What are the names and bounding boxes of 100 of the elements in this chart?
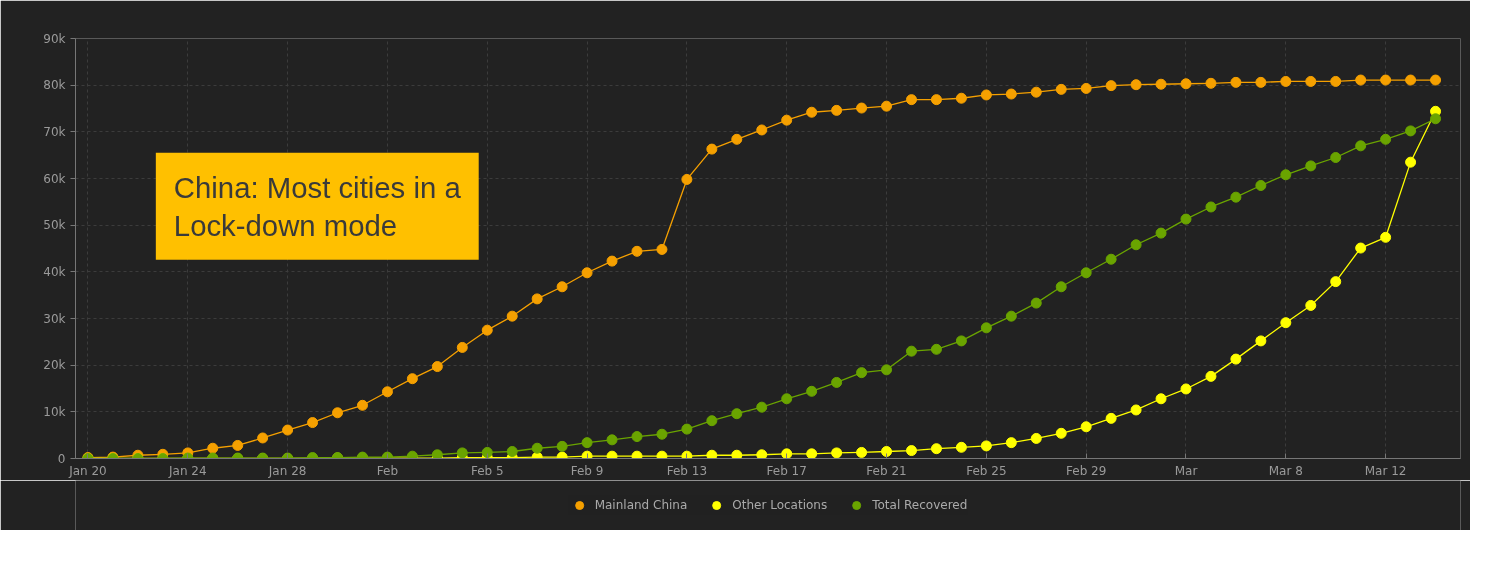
point (1155, 227, 1167, 239)
x-tick-label: Feb 17 (766, 463, 807, 478)
point (681, 450, 693, 459)
point (1030, 432, 1042, 444)
point (207, 442, 219, 454)
point (980, 89, 992, 101)
point (1305, 299, 1317, 311)
point (481, 324, 493, 336)
point (1205, 77, 1217, 89)
x-tick-label: Mar 12 (1364, 463, 1407, 478)
annotation: China: Most cities in a Lock-down mode (173, 170, 462, 242)
point (1030, 297, 1042, 309)
point (481, 446, 493, 458)
point (1305, 75, 1317, 87)
x-tick-label: Mar 8 (1268, 463, 1303, 478)
point (282, 424, 294, 436)
point (980, 322, 992, 334)
point (681, 173, 693, 185)
point (1280, 169, 1292, 181)
point (1330, 276, 1342, 288)
x-tick-label: Feb 25 (966, 463, 1007, 478)
point (531, 293, 543, 305)
y-tick-label: 30k (43, 311, 66, 326)
point (606, 450, 618, 459)
y-tick-label: 80k (43, 78, 66, 93)
point (1255, 76, 1267, 88)
point (1405, 156, 1417, 168)
point (1230, 76, 1242, 88)
point (1005, 437, 1017, 449)
x-tick-label: Feb (376, 463, 399, 478)
point (806, 106, 818, 118)
point (1280, 75, 1292, 87)
point (431, 361, 443, 373)
point (681, 423, 693, 435)
point (656, 243, 668, 255)
point (1330, 75, 1342, 87)
point (731, 133, 743, 145)
point (881, 100, 893, 112)
point (781, 448, 793, 459)
point (1105, 80, 1117, 92)
point (1355, 140, 1367, 152)
point (1080, 82, 1092, 94)
point (1355, 242, 1367, 254)
x-tick-label: Jan 28 (267, 463, 307, 478)
point (307, 417, 319, 429)
point (1230, 353, 1242, 365)
point (1055, 83, 1067, 95)
point (1355, 74, 1367, 86)
point (930, 443, 942, 455)
point (831, 104, 843, 116)
point (581, 267, 593, 279)
y-tick-label: 40k (43, 264, 66, 279)
y-tick-label: 90k (43, 31, 66, 46)
point (1005, 88, 1017, 100)
point (1405, 125, 1417, 137)
point (581, 437, 593, 449)
point (831, 447, 843, 459)
point (955, 335, 967, 347)
point (856, 367, 868, 379)
point (731, 408, 743, 420)
point (1405, 74, 1417, 86)
point (1430, 74, 1442, 86)
point (456, 341, 468, 353)
point (806, 448, 818, 459)
y-tick-label: 70k (43, 124, 66, 139)
point (1380, 133, 1392, 145)
point (581, 450, 593, 459)
point (1255, 180, 1267, 191)
point (980, 440, 992, 452)
point (406, 373, 418, 385)
point (1155, 78, 1167, 90)
point (656, 450, 668, 459)
point (1180, 213, 1192, 225)
y-tick-label: 50k (43, 218, 66, 233)
point (905, 445, 917, 457)
point (506, 446, 518, 457)
point (1155, 393, 1167, 405)
point (1255, 335, 1267, 347)
point (1080, 421, 1092, 433)
point (1055, 281, 1067, 293)
point (1080, 267, 1092, 279)
point (631, 450, 643, 459)
point (1105, 253, 1117, 265)
y-tick-label: 60k (43, 171, 66, 186)
point (556, 281, 568, 293)
point (905, 94, 917, 106)
point (930, 94, 942, 106)
point (332, 407, 344, 419)
point (1005, 310, 1017, 322)
legend-label: Other Locations (732, 498, 828, 512)
x-tick-label: Feb 13 (666, 463, 708, 478)
point (881, 446, 893, 457)
point (456, 447, 468, 459)
point (1305, 160, 1317, 172)
y-tick-label: 0 (57, 451, 66, 466)
y-tick-label: 10k (43, 404, 66, 419)
y-tick-label: 20k (43, 358, 66, 373)
point (1130, 79, 1142, 91)
x-tick-label: Feb 5 (470, 463, 504, 478)
point (856, 446, 868, 458)
